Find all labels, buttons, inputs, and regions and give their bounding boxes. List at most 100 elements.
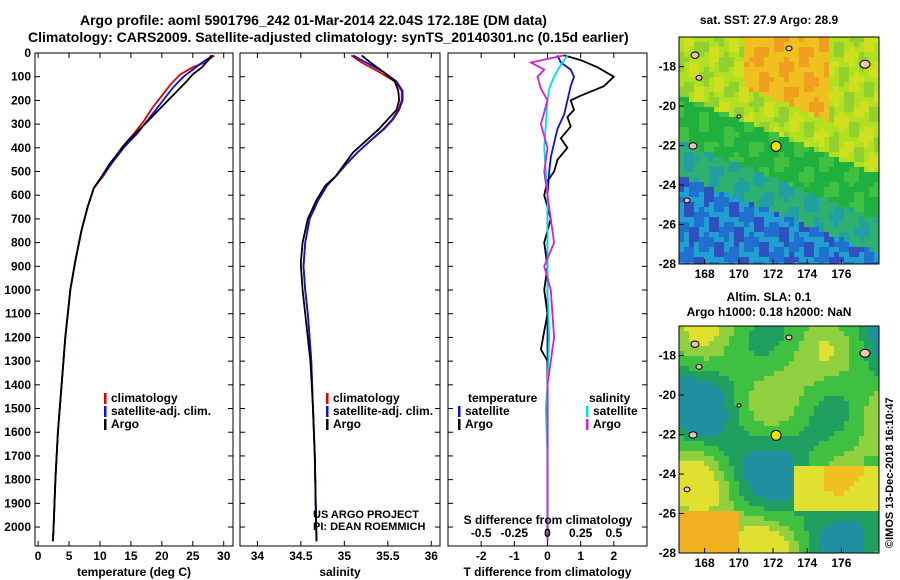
map-cell — [694, 451, 700, 457]
map-cell — [804, 207, 810, 213]
map-cell — [739, 162, 745, 168]
map-cell — [744, 341, 750, 347]
map-cell — [724, 232, 730, 238]
map-cell — [779, 97, 785, 103]
map-cell — [789, 212, 795, 218]
map-cell — [724, 142, 730, 148]
map-cell — [854, 57, 860, 63]
map-cell — [824, 396, 830, 402]
map-cell — [754, 376, 760, 382]
y-tick-label: 1100 — [5, 307, 31, 321]
map-cell — [709, 456, 715, 462]
map-cell — [839, 162, 845, 168]
map-cell — [739, 82, 745, 88]
map-cell — [829, 521, 835, 527]
map-x-tick-label: 176 — [831, 267, 851, 281]
map-cell — [839, 406, 845, 412]
map-cell — [704, 506, 710, 512]
map-cell — [734, 57, 740, 63]
map-cell — [734, 192, 740, 198]
map-cell — [684, 466, 690, 472]
map-cell — [779, 536, 785, 542]
map-cell — [859, 237, 865, 243]
map-cell — [729, 77, 735, 83]
map-cell — [859, 406, 865, 412]
map-cell — [869, 446, 875, 452]
map-cell — [799, 456, 805, 462]
map-cell — [769, 551, 775, 553]
map-cell — [834, 257, 840, 263]
map-cell — [699, 336, 705, 342]
map-cell — [704, 336, 710, 342]
map-cell — [734, 491, 740, 497]
map-cell — [859, 182, 865, 188]
map-cell — [739, 391, 745, 397]
map-cell — [774, 182, 780, 188]
map-cell — [694, 386, 700, 392]
map-cell — [714, 481, 720, 487]
map-cell — [864, 506, 870, 512]
map-cell — [794, 441, 800, 447]
map-cell — [874, 411, 879, 417]
map-cell — [749, 72, 755, 78]
map-cell — [769, 112, 775, 118]
map-cell — [869, 202, 875, 208]
map-cell — [819, 446, 825, 452]
map-cell — [694, 331, 700, 337]
y-tick-label: 1700 — [4, 449, 31, 463]
map-cell — [749, 192, 755, 198]
map-cell — [699, 262, 705, 264]
map-cell — [779, 406, 785, 412]
map-cell — [819, 536, 825, 542]
map-cell — [814, 147, 820, 153]
map-cell — [779, 436, 785, 442]
map-cell — [694, 511, 700, 517]
map-cell — [814, 182, 820, 188]
map-cell — [839, 82, 845, 88]
map-cell — [834, 97, 840, 103]
map-cell — [839, 411, 845, 417]
map-cell — [804, 167, 810, 173]
map-cell — [819, 107, 825, 113]
map-cell — [704, 546, 710, 552]
map-cell — [734, 426, 740, 432]
map-cell — [774, 257, 780, 263]
map-cell — [724, 441, 730, 447]
map-cell — [684, 476, 690, 482]
map-cell — [829, 192, 835, 198]
map-cell — [714, 37, 720, 43]
map-cell — [709, 426, 715, 432]
map-cell — [734, 471, 740, 477]
map-cell — [719, 157, 725, 163]
map-cell — [844, 237, 850, 243]
map-cell — [814, 107, 820, 113]
map-cell — [744, 257, 750, 263]
map-cell — [714, 177, 720, 183]
map-cell — [759, 531, 765, 537]
map-cell — [704, 486, 710, 492]
map-cell — [864, 341, 870, 347]
map-cell — [844, 466, 850, 472]
map-cell — [824, 52, 830, 58]
map-cell — [709, 112, 715, 118]
map-cell — [874, 82, 879, 88]
map-cell — [819, 421, 825, 427]
map-cell — [824, 82, 830, 88]
map-cell — [769, 212, 775, 218]
map-cell — [809, 471, 815, 477]
map-cell — [784, 42, 790, 48]
map-cell — [679, 486, 685, 492]
map-cell — [874, 242, 879, 248]
map-cell — [729, 112, 735, 118]
map-cell — [789, 67, 795, 73]
map-cell — [854, 491, 860, 497]
map-cell — [769, 456, 775, 462]
map-cell — [824, 406, 830, 412]
map-cell — [724, 182, 730, 188]
map-cell — [719, 451, 725, 457]
map-cell — [699, 481, 705, 487]
map-cell — [809, 436, 815, 442]
map-cell — [854, 386, 860, 392]
map-cell — [729, 351, 735, 357]
map-cell — [754, 72, 760, 78]
